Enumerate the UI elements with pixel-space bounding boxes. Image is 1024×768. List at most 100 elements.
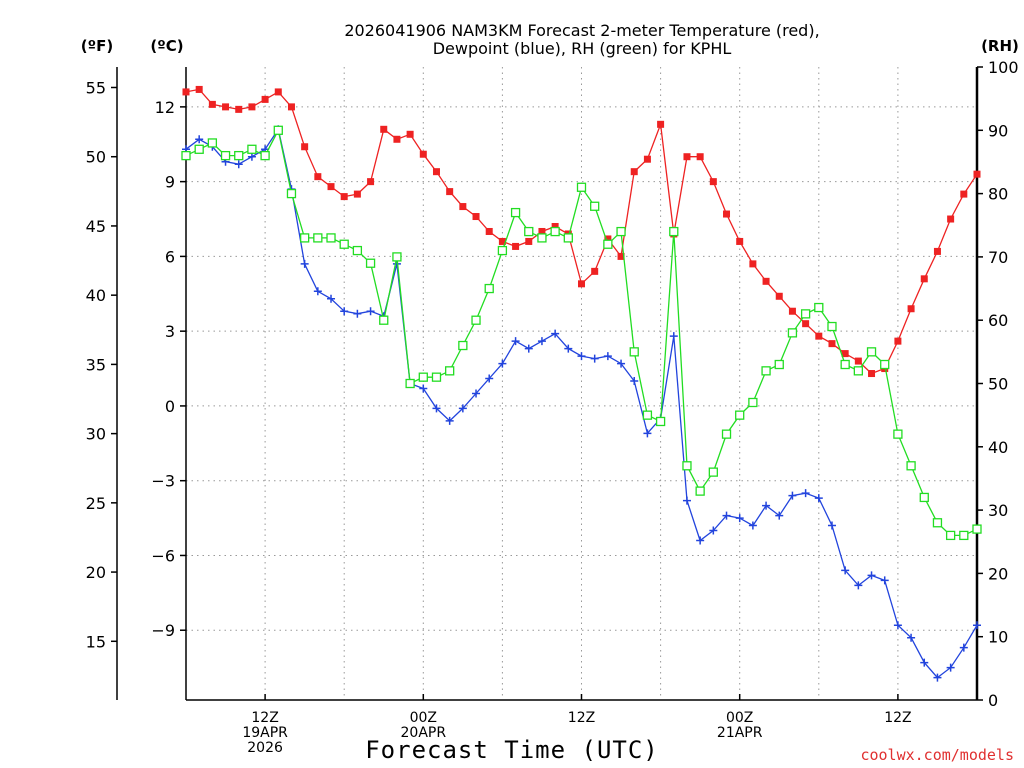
dewpoint-point — [366, 307, 375, 316]
rh-point — [563, 233, 573, 243]
rh-point — [708, 467, 718, 477]
dewpoint-point — [735, 514, 744, 523]
dewpoint-point — [946, 663, 955, 672]
rh-point — [458, 340, 468, 351]
dewpoint-point — [973, 621, 981, 630]
rh-point — [906, 461, 916, 471]
celsius-tick-label: 12 — [155, 98, 175, 117]
dewpoint-point — [511, 337, 520, 346]
chart-title-line-2: Dewpoint (blue), RH (green) for KPHL — [433, 39, 732, 58]
2-meter-temperature-point — [617, 252, 625, 260]
rh-tick-label: 60 — [988, 311, 1008, 330]
dewpoint-point — [564, 344, 573, 353]
2-meter-temperature-point — [327, 183, 335, 191]
dewpoint-point — [327, 294, 336, 303]
x-tick-label: 00Z 21APR — [717, 710, 763, 741]
rh-tick-label: 10 — [988, 628, 1008, 647]
rh-point — [616, 226, 626, 237]
fahrenheit-tick-label: 15 — [86, 632, 106, 651]
rh-point — [352, 245, 363, 256]
rh-point — [761, 366, 771, 376]
2-meter-temperature-point — [894, 337, 902, 345]
rh-point — [392, 252, 402, 262]
rh-point — [484, 283, 494, 294]
rh-point — [959, 530, 969, 541]
rh-point — [471, 315, 481, 325]
2-meter-temperature-point — [960, 190, 968, 198]
2-meter-temperature-point — [815, 332, 823, 340]
dewpoint-point — [432, 404, 441, 413]
2-meter-temperature-point — [802, 320, 810, 328]
celsius-tick-label: 0 — [165, 397, 175, 416]
rh-point — [787, 328, 798, 338]
rh-point — [286, 188, 297, 199]
rh-series — [181, 125, 982, 541]
dewpoint-point — [617, 359, 626, 368]
dewpoint-point — [959, 643, 968, 652]
rh-point — [207, 138, 218, 148]
dewpoint-point — [682, 496, 691, 505]
dewpoint-point — [722, 511, 731, 520]
rh-point — [655, 416, 666, 427]
rh-point — [853, 366, 863, 376]
rh-point — [247, 144, 257, 154]
2-meter-temperature-point — [287, 103, 295, 111]
2-meter-temperature-point — [947, 215, 955, 223]
dewpoint-point — [419, 384, 428, 393]
celsius-tick-label: −3 — [151, 472, 175, 491]
2-meter-temperature-point — [432, 168, 440, 176]
dewpoint-series — [182, 125, 981, 682]
rh-tick-label: 0 — [988, 691, 998, 710]
dewpoint-point — [643, 429, 652, 438]
2-meter-temperature-point — [696, 153, 704, 161]
fahrenheit-tick-label: 40 — [86, 286, 106, 305]
fahrenheit-tick-label: 35 — [86, 355, 106, 374]
2-meter-temperature-point — [208, 100, 216, 108]
dewpoint-point — [854, 581, 863, 590]
dewpoint-point — [340, 307, 349, 316]
rh-unit-label: (RH) — [981, 37, 1019, 55]
x-tick-label: 12Z — [884, 710, 911, 726]
dewpoint-point — [551, 329, 560, 338]
2-meter-temperature-point — [749, 260, 757, 268]
dewpoint-point — [920, 658, 929, 667]
2-meter-temperature-point — [525, 237, 533, 245]
2-meter-temperature-point — [775, 292, 783, 300]
rh-point — [866, 347, 877, 357]
dewpoint-point — [841, 566, 850, 575]
rh-tick-label: 100 — [988, 58, 1019, 77]
rh-point — [669, 226, 679, 237]
rh-point — [827, 321, 837, 332]
2-meter-temperature-series — [182, 85, 981, 378]
2-meter-temperature-point — [723, 210, 731, 218]
dewpoint-point — [788, 491, 797, 500]
x-axis-title: Forecast Time (UTC) — [365, 736, 659, 764]
rh-point — [273, 125, 283, 135]
x-tick-label: 12Z — [568, 710, 595, 726]
dewpoint-point — [498, 359, 507, 368]
rh-point — [326, 233, 336, 243]
dewpoint-point — [814, 494, 823, 503]
rh-point — [510, 207, 521, 218]
dewpoint-point — [630, 377, 639, 386]
dewpoint-point — [827, 521, 836, 530]
data-series — [181, 85, 982, 682]
dewpoint-point — [445, 416, 454, 425]
rh-point — [445, 366, 455, 376]
rh-point — [695, 486, 705, 496]
rh-point — [497, 245, 508, 256]
2-meter-temperature-point — [235, 105, 243, 113]
2-meter-temperature-point — [248, 103, 256, 111]
rh-point — [576, 182, 587, 192]
rh-point — [524, 226, 534, 237]
2-meter-temperature-point — [604, 235, 612, 243]
dewpoint-point — [603, 352, 612, 361]
credit-text: coolwx.com/models — [860, 746, 1014, 764]
dewpoint-point — [775, 511, 784, 520]
rh-point — [840, 359, 850, 370]
2-meter-temperature-point — [459, 203, 467, 211]
rh-tick-label: 80 — [988, 185, 1008, 204]
2-meter-temperature-point — [736, 237, 744, 245]
rh-point — [932, 518, 943, 528]
dewpoint-point — [485, 374, 494, 383]
